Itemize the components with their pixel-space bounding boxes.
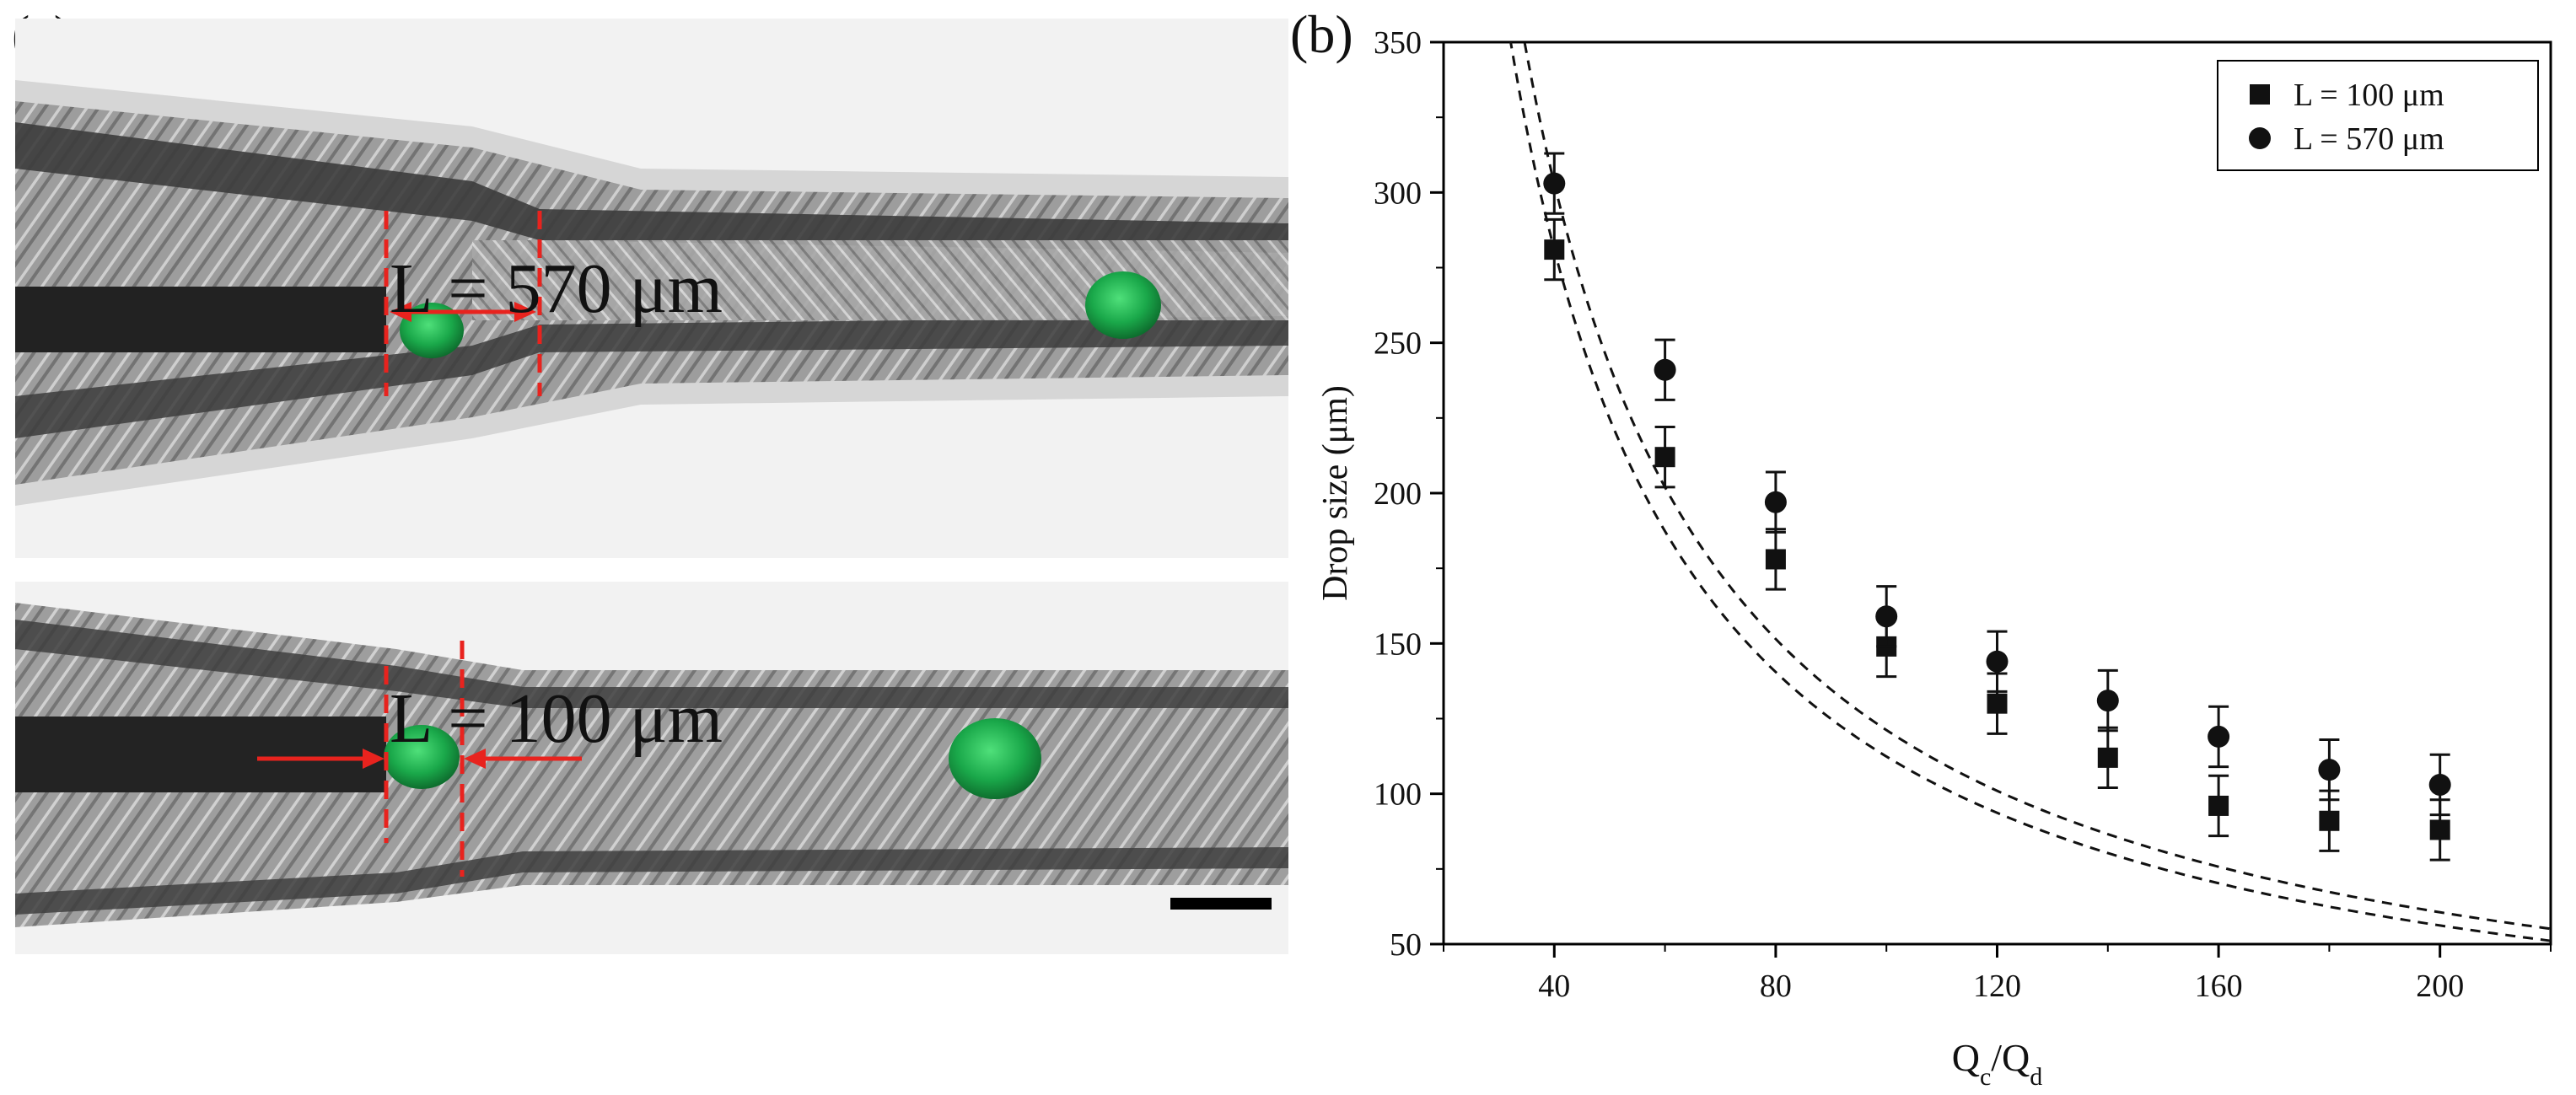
micrograph-top: L = 570 μm [15,19,1288,558]
micrograph-bottom: L = 100 μm [15,582,1288,954]
data-point-square [2429,819,2450,840]
data-point-square [2319,810,2340,831]
data-point-square [1987,693,2008,714]
x-tick-label: 80 [1760,969,1792,1004]
data-point-circle [1654,358,1676,381]
legend-marker-circle [2249,127,2271,149]
axes-frame [1442,40,2552,946]
y-tick-label: 100 [1374,777,1422,813]
fit-line-series-2 [1523,42,2551,931]
data-point-circle [1875,605,1898,628]
legend-label: L = 100 μm [2294,78,2444,113]
data-point-circle [2096,690,2119,712]
top-annotation-text: L = 570 μm [390,250,723,328]
x-axis-label: Qc/Qd [1952,1036,2043,1091]
droplet [384,725,460,789]
y-tick-label: 150 [1374,626,1422,662]
y-tick-label: 250 [1374,326,1422,362]
droplet [1085,271,1161,339]
data-point-circle [2208,725,2230,748]
y-tick-label: 200 [1374,476,1422,512]
droplet [400,303,464,358]
legend-box [2217,60,2539,171]
bottom-annotation-text: L = 100 μm [390,679,723,758]
data-point-square [1544,239,1565,260]
data-point-square [1765,549,1786,570]
y-tick-label: 300 [1374,175,1422,211]
x-tick-label: 200 [2416,969,2464,1004]
y-axis-label: Drop size (μm) [1316,385,1355,601]
x-tick-label: 40 [1538,969,1570,1004]
data-point-circle [2318,759,2341,781]
data-point-square [1654,447,1675,468]
plot-area: 40 80 120 160 200 50 100 150 200 250 300 350 Drop si… [1316,25,2552,1091]
data-point-square [2097,747,2118,768]
x-tick-label: 120 [1973,969,2021,1004]
data-point-circle [1986,650,2009,673]
fit-line-series-1 [1509,42,2551,942]
micrograph-panel: L = 570 μm L = 100 μm [15,19,1288,954]
legend-label: L = 570 μm [2294,121,2444,157]
y-tick-label: 350 [1374,25,1422,61]
data-point-circle [2428,773,2451,796]
data-point-square [2208,795,2229,816]
legend-marker-square [2250,84,2270,105]
panel-b-label: (b) [1290,4,1353,64]
droplet [949,718,1041,799]
x-tick-label: 160 [2195,969,2243,1004]
drop-size-chart: (b) 40 80 120 160 200 50 100 150 200 250 300 350 Dro… [1290,4,2552,1091]
scale-bar [1170,898,1272,910]
y-tick-label: 50 [1390,927,1422,963]
data-point-circle [1543,172,1566,195]
data-point-circle [1764,491,1787,513]
